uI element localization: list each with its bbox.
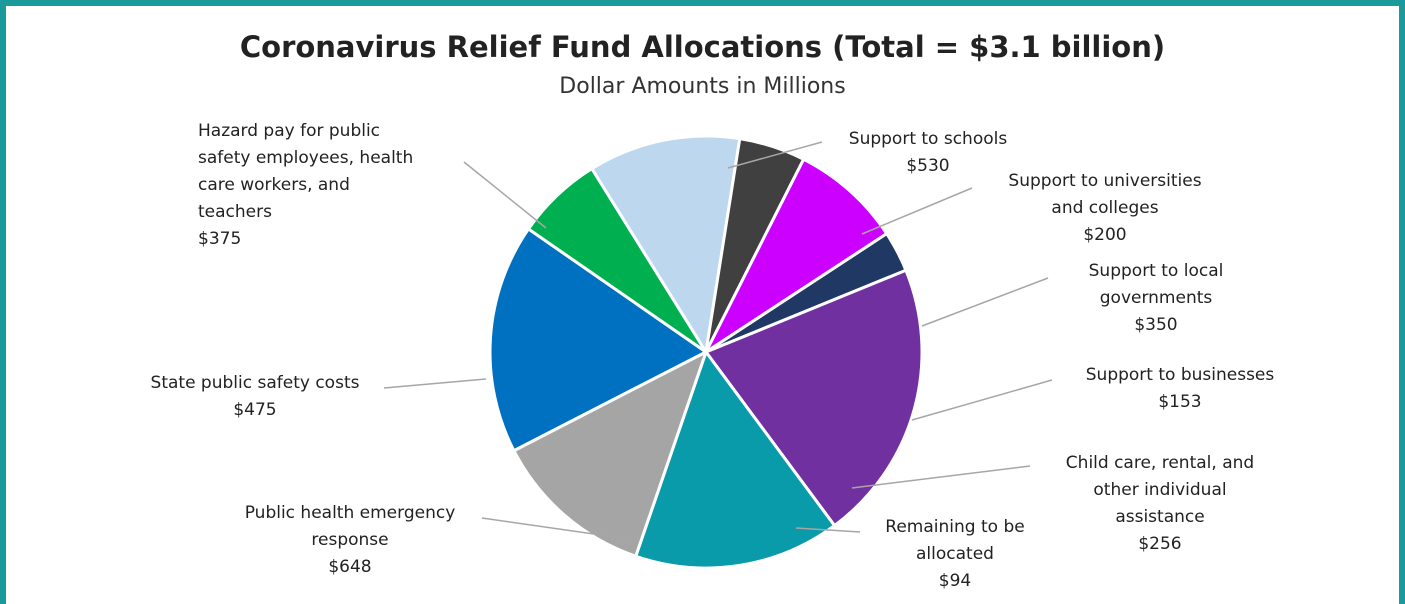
slice-label-value: $200 xyxy=(1083,225,1127,245)
leader-line xyxy=(463,161,547,229)
slice-label-value: $648 xyxy=(328,557,372,577)
leader-line xyxy=(851,465,1031,489)
slice-label-name: State public safety costs xyxy=(150,373,360,393)
chart-title: Coronavirus Relief Fund Allocations (Tot… xyxy=(239,30,1166,64)
leader-line xyxy=(727,141,823,169)
pie-slice xyxy=(703,268,924,528)
slice-label-value: $530 xyxy=(906,156,950,176)
slice-label: Support to schools $530 xyxy=(828,126,1028,180)
slice-label: Remaining to be allocated $94 xyxy=(870,514,1040,595)
slice-label-value: $94 xyxy=(938,571,972,591)
slice-label: Support to local governments $350 xyxy=(1056,258,1256,339)
slice-label: Child care, rental, and other individual… xyxy=(1040,450,1280,558)
slice-label-name: Remaining to be allocated xyxy=(885,517,1025,564)
leader-line xyxy=(481,517,637,541)
pie-slice xyxy=(702,157,889,357)
slice-label-name: Hazard pay for public safety employees, … xyxy=(198,121,414,222)
slice-label: Public health emergency response $648 xyxy=(210,500,490,581)
slice-label-name: Support to local governments xyxy=(1088,261,1224,308)
pie-slice xyxy=(488,226,709,453)
slice-label: Support to businesses $153 xyxy=(1060,362,1300,416)
pie-slice xyxy=(589,134,742,357)
slice-label-name: Support to schools xyxy=(848,129,1008,149)
pie-slice xyxy=(511,348,709,559)
pie-slice xyxy=(633,348,837,570)
slice-label: State public safety costs $475 xyxy=(130,370,380,424)
slice-label-name: Support to businesses xyxy=(1085,365,1275,385)
slice-label-name: Public health emergency response xyxy=(244,503,456,550)
leader-line xyxy=(861,187,973,235)
leader-line xyxy=(383,378,487,389)
chart-subtitle: Dollar Amounts in Millions xyxy=(559,74,846,99)
slice-label: Support to universities and colleges $200 xyxy=(960,168,1250,249)
slice-label: Hazard pay for public safety employees, … xyxy=(198,118,478,253)
slice-label-value: $256 xyxy=(1138,534,1182,554)
slice-label-value: $375 xyxy=(198,229,242,249)
leader-line xyxy=(921,277,1049,327)
slice-label-value: $475 xyxy=(233,400,277,420)
slice-label-name: Support to universities and colleges xyxy=(1008,171,1202,218)
slice-label-value: $153 xyxy=(1158,392,1202,412)
slice-label-value: $350 xyxy=(1134,315,1178,335)
leader-line xyxy=(795,527,861,533)
slice-label-name: Child care, rental, and other individual… xyxy=(1065,453,1255,527)
leader-line xyxy=(911,379,1053,421)
